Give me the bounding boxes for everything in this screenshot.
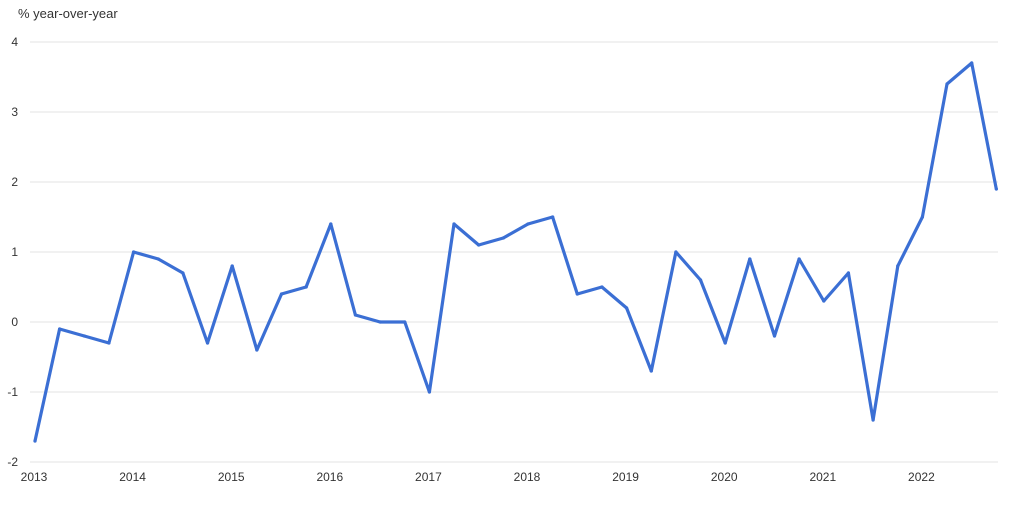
data-point-2015-Q3 — [279, 292, 284, 296]
y-tick-label: -1 — [7, 385, 18, 399]
data-point-2019-Q1 — [625, 306, 629, 310]
gridlines — [30, 41, 998, 463]
series-layer — [33, 61, 998, 443]
data-point-2016-Q4 — [403, 320, 407, 324]
data-point-2013-Q1 — [33, 439, 37, 443]
data-point-2014-Q1 — [132, 250, 136, 254]
data-point-2017-Q1 — [427, 390, 431, 394]
data-point-2018-Q4 — [600, 285, 604, 289]
data-point-2015-Q2 — [255, 348, 259, 352]
x-tick-labels: 2013 2014 2015 2016 2017 2018 2019 2020 2021 2022 — [21, 470, 935, 484]
data-point-2022-Q2 — [945, 82, 949, 86]
x-tick-label: 2022 — [908, 470, 935, 484]
data-point-2020-Q4 — [797, 257, 801, 261]
data-point-2022-Q4 — [994, 187, 998, 191]
y-tick-label: -2 — [7, 455, 18, 469]
data-point-2016-Q2 — [353, 313, 358, 317]
data-point-2020-Q3 — [772, 334, 777, 338]
x-tick-label: 2021 — [809, 470, 836, 484]
x-tick-label: 2013 — [21, 470, 48, 484]
x-tick-label: 2018 — [514, 470, 541, 484]
data-point-2021-Q3 — [871, 418, 875, 422]
data-point-2019-Q4 — [698, 278, 703, 282]
data-point-2017-Q3 — [477, 243, 481, 247]
data-point-2016-Q3 — [378, 320, 382, 324]
x-tick-label: 2020 — [711, 470, 738, 484]
y-tick-label: 2 — [11, 175, 18, 189]
data-point-2017-Q4 — [501, 236, 505, 240]
data-point-2019-Q3 — [674, 250, 678, 254]
data-point-2014-Q3 — [181, 271, 185, 275]
data-point-2013-Q2 — [58, 327, 62, 331]
data-point-2018-Q2 — [551, 215, 555, 219]
data-point-2013-Q3 — [82, 334, 86, 338]
data-point-2020-Q1 — [723, 341, 727, 345]
x-tick-label: 2015 — [218, 470, 245, 484]
data-point-2018-Q3 — [575, 292, 579, 296]
y-tick-label: 4 — [11, 35, 18, 49]
y-tick-labels: -2 -1 0 1 2 3 4 — [7, 35, 18, 469]
data-point-2018-Q1 — [526, 222, 530, 226]
y-tick-label: 0 — [11, 315, 18, 329]
data-point-2022-Q3 — [970, 61, 974, 65]
data-point-2021-Q2 — [846, 271, 851, 275]
y-axis-label: % year-over-year — [18, 6, 118, 21]
y-tick-label: 3 — [11, 105, 18, 119]
x-tick-label: 2014 — [119, 470, 146, 484]
data-point-2013-Q4 — [107, 341, 111, 345]
series-line-0 — [33, 61, 998, 443]
data-point-2016-Q1 — [329, 222, 333, 226]
data-point-2022-Q1 — [920, 215, 925, 219]
data-point-2021-Q1 — [822, 299, 826, 303]
data-point-2020-Q2 — [748, 257, 752, 261]
data-point-2014-Q2 — [156, 257, 160, 261]
data-point-2015-Q1 — [230, 264, 234, 268]
data-point-2015-Q4 — [304, 285, 308, 289]
data-point-2019-Q2 — [649, 369, 653, 373]
x-tick-label: 2016 — [316, 470, 343, 484]
x-tick-label: 2019 — [612, 470, 639, 484]
x-tick-label: 2017 — [415, 470, 442, 484]
y-tick-label: 1 — [11, 245, 18, 259]
data-point-2017-Q2 — [452, 222, 456, 226]
data-point-2014-Q4 — [205, 341, 210, 345]
data-point-2021-Q4 — [896, 264, 900, 268]
